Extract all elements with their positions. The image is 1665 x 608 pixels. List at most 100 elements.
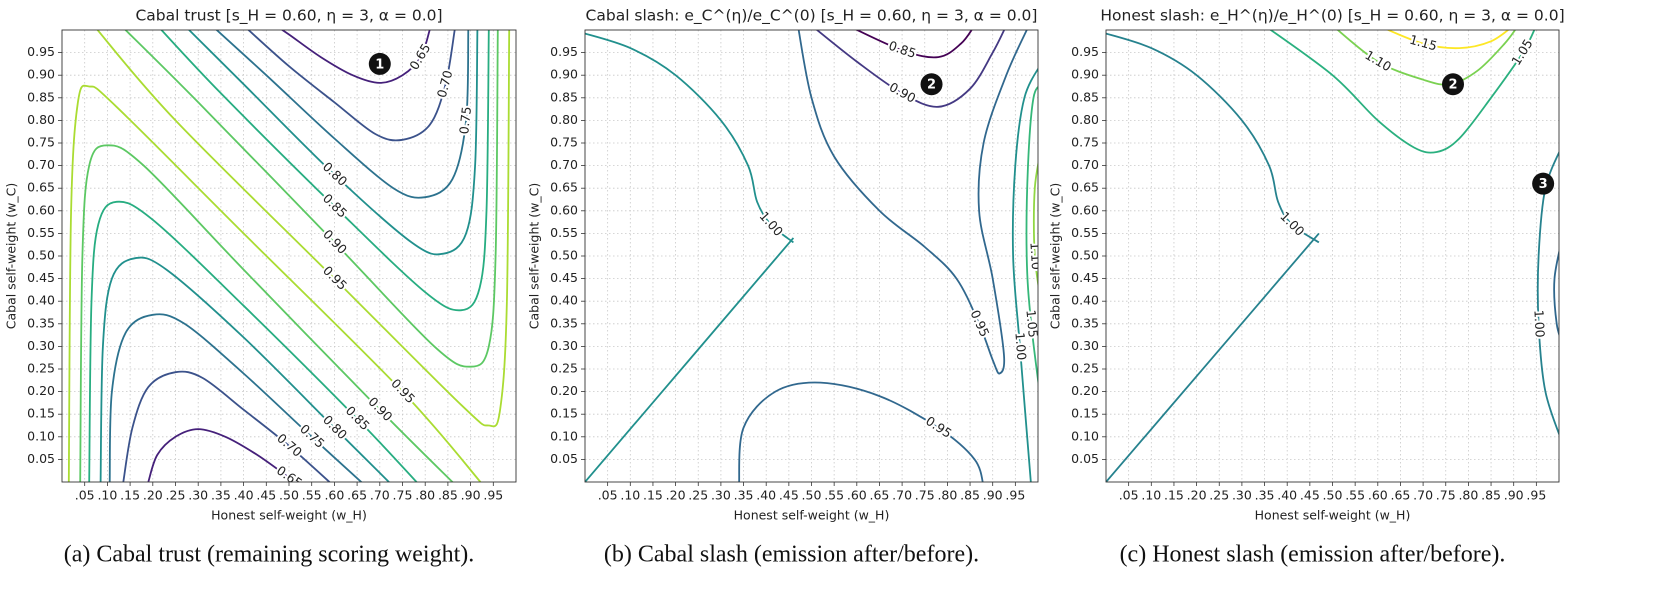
x-tick-label: .65: [347, 488, 367, 503]
contour-line: [585, 32, 794, 244]
y-tick-label: 0.80: [27, 112, 55, 127]
y-tick-label: 0.95: [550, 44, 578, 59]
x-tick-label: .50: [1323, 488, 1343, 503]
y-tick-label: 0.35: [1071, 315, 1099, 330]
y-axis-label: Cabal self-weight (w_C): [527, 183, 542, 329]
x-tick-label: .30: [1232, 488, 1252, 503]
y-tick-label: 0.05: [550, 451, 578, 466]
contour-line: [797, 30, 1028, 375]
x-tick-label: .70: [370, 488, 390, 503]
y-tick-label: 0.10: [27, 428, 55, 443]
annotation-label: 2: [1448, 78, 1457, 93]
y-tick-label: 0.85: [27, 89, 55, 104]
y-tick-label: 0.70: [550, 157, 578, 172]
x-tick-label: .60: [324, 488, 344, 503]
contour-line: [124, 30, 499, 368]
x-tick-label: .75: [393, 488, 413, 503]
x-tick-label: .40: [234, 488, 254, 503]
x-tick-label: .80: [937, 488, 957, 503]
contour-label: 1.00: [1012, 332, 1029, 361]
x-tick-label: .40: [1277, 488, 1297, 503]
x-tick-label: .90: [983, 488, 1003, 503]
x-tick-label: .90: [461, 488, 481, 503]
contour-line: [280, 30, 431, 84]
caption: (b) Cabal slash (emission after/before).: [604, 542, 979, 568]
chart-title: Honest slash: e_H^(η)/e_H^(0) [s_H = 0.6…: [1100, 7, 1564, 26]
x-tick-label: .15: [643, 488, 663, 503]
y-tick-label: 0.30: [550, 338, 578, 353]
contour-line: [1269, 30, 1536, 154]
plot-frame: [1105, 29, 1560, 483]
contour-line: [187, 30, 479, 256]
contour-line: [99, 256, 391, 482]
x-tick-label: .85: [438, 488, 458, 503]
x-tick-label: .35: [1255, 488, 1275, 503]
contour-line: [79, 144, 454, 482]
y-tick-label: 0.90: [550, 67, 578, 82]
y-tick-label: 0.60: [27, 202, 55, 217]
x-tick-label: .30: [711, 488, 731, 503]
y-tick-label: 0.10: [550, 428, 578, 443]
x-tick-label: .50: [279, 488, 299, 503]
x-tick-label: .45: [256, 488, 276, 503]
contour-line: [122, 370, 331, 482]
contour-line: [247, 30, 456, 142]
y-tick-label: 0.90: [1071, 67, 1099, 82]
y-tick-label: 0.55: [1071, 225, 1099, 240]
contour-line: [108, 313, 363, 482]
contour-line: [738, 381, 984, 482]
x-tick-label: .95: [483, 488, 503, 503]
x-tick-label: .80: [1458, 488, 1478, 503]
contour-line: [1032, 160, 1038, 289]
contour-line: [67, 84, 482, 482]
y-tick-label: 0.75: [27, 135, 55, 150]
y-tick-label: 0.55: [27, 225, 55, 240]
x-tick-label: .40: [756, 488, 776, 503]
annotation-label: 2: [927, 78, 936, 93]
y-tick-label: 0.25: [1071, 361, 1099, 376]
x-tick-label: .05: [1119, 488, 1139, 503]
x-axis-label: Honest self-weight (w_H): [1255, 508, 1411, 523]
x-tick-label: .75: [1436, 488, 1456, 503]
plot-frame: [61, 29, 517, 483]
x-tick-label: .25: [688, 488, 708, 503]
y-tick-label: 0.20: [1071, 383, 1099, 398]
contour-line: [585, 237, 795, 482]
contour-line: [1025, 85, 1038, 387]
x-tick-label: .20: [143, 488, 163, 503]
y-tick-label: 0.90: [27, 67, 55, 82]
y-tick-label: 0.65: [550, 180, 578, 195]
y-tick-label: 0.45: [1071, 270, 1099, 285]
contour-label: 1.05: [1023, 309, 1041, 338]
y-tick-label: 0.80: [1071, 112, 1099, 127]
x-tick-label: .60: [1368, 488, 1388, 503]
y-tick-label: 0.50: [550, 248, 578, 263]
x-tick-label: .35: [734, 488, 754, 503]
y-tick-label: 0.75: [1071, 135, 1099, 150]
x-tick-label: .25: [1209, 488, 1229, 503]
caption: (a) Cabal trust (remaining scoring weigh…: [64, 542, 475, 568]
x-tick-label: .25: [166, 488, 186, 503]
annotation-badge: [920, 73, 943, 96]
x-tick-label: .70: [892, 488, 912, 503]
contour-line: [1106, 32, 1320, 244]
y-tick-label: 0.75: [550, 135, 578, 150]
x-tick-label: .45: [779, 488, 799, 503]
y-tick-label: 0.70: [1071, 157, 1099, 172]
contour-line: [160, 30, 490, 312]
y-tick-label: 0.80: [550, 112, 578, 127]
y-tick-label: 0.85: [1071, 89, 1099, 104]
contour-line: [855, 30, 973, 59]
x-axis-label: Honest self-weight (w_H): [734, 508, 890, 523]
x-tick-label: .95: [1005, 488, 1025, 503]
x-tick-label: .65: [870, 488, 890, 503]
y-tick-label: 0.70: [27, 157, 55, 172]
x-tick-label: .60: [847, 488, 867, 503]
y-tick-label: 0.65: [27, 180, 55, 195]
y-tick-label: 0.30: [1071, 338, 1099, 353]
annotation-badge: [1441, 73, 1464, 96]
x-tick-label: .55: [1345, 488, 1365, 503]
x-axis-label: Honest self-weight (w_H): [211, 508, 367, 523]
annotation-label: 1: [375, 57, 384, 72]
